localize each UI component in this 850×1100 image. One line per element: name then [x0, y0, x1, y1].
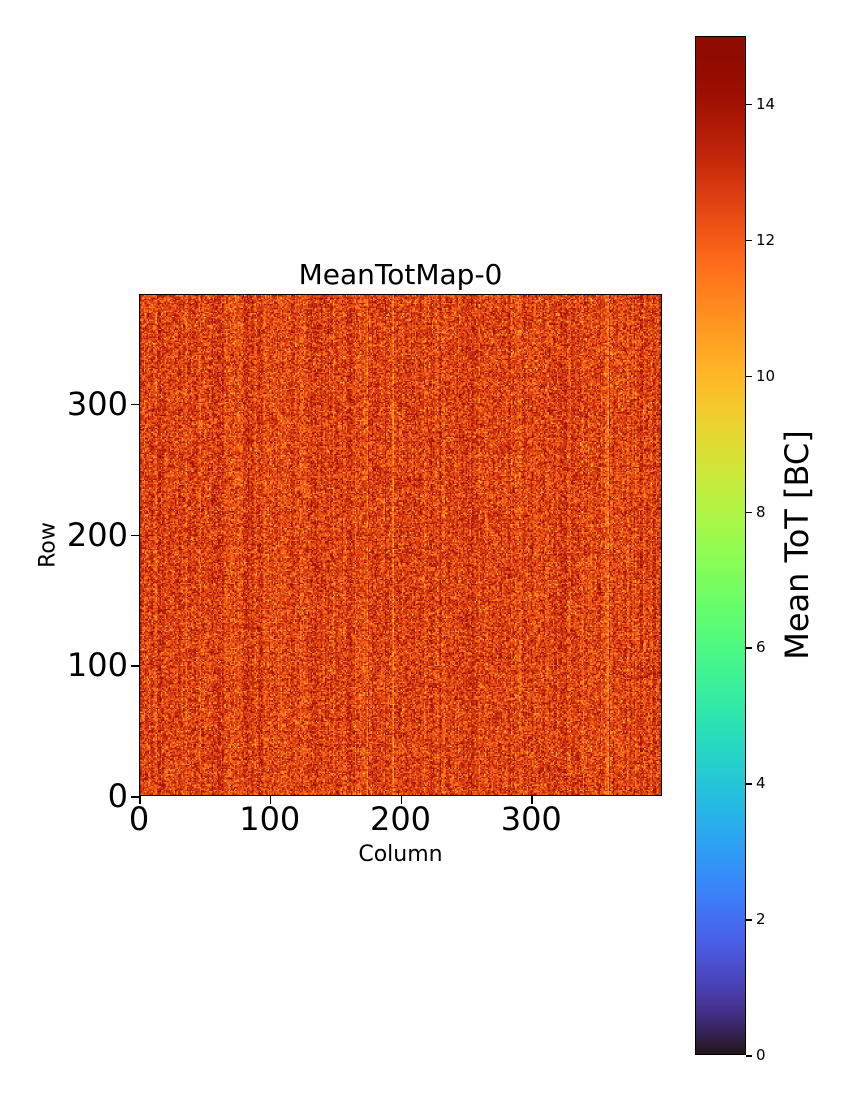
x-tick-label: 100 — [239, 800, 301, 838]
y-tick — [131, 665, 139, 667]
y-tick-label: 300 — [66, 384, 128, 423]
x-tick — [400, 796, 402, 804]
colorbar-tick — [746, 1055, 752, 1057]
colorbar-tick-label: 4 — [756, 774, 766, 793]
colorbar-tick — [746, 783, 752, 785]
colorbar-tick-label: 6 — [756, 638, 766, 657]
y-tick — [131, 796, 139, 798]
x-tick — [531, 796, 533, 804]
y-tick-label: 100 — [66, 646, 128, 685]
x-tick-label: 200 — [369, 800, 432, 838]
colorbar-tick — [746, 511, 752, 514]
x-axis-label: Column — [358, 842, 443, 867]
colorbar-tick-label: 12 — [756, 230, 776, 249]
x-tick-label: 0 — [128, 800, 150, 838]
colorbar-tick — [746, 647, 752, 649]
colorbar — [695, 36, 746, 1055]
colorbar-tick — [746, 919, 752, 921]
colorbar-tick-label: 8 — [756, 502, 766, 521]
colorbar-tick — [746, 375, 752, 378]
heatmap-image — [139, 294, 662, 796]
colorbar-tick-label: 2 — [756, 910, 766, 929]
x-tick — [269, 796, 272, 804]
y-axis-label: Row — [35, 522, 61, 568]
colorbar-label: Mean ToT [BC] — [778, 430, 816, 660]
colorbar-tick-label: 10 — [756, 366, 776, 385]
y-tick — [131, 403, 139, 406]
y-tick-label: 200 — [66, 515, 128, 554]
chart-title: MeanTotMap-0 — [298, 258, 503, 291]
x-tick — [139, 796, 141, 804]
x-tick-label: 300 — [500, 800, 562, 838]
y-tick-label: 0 — [107, 777, 128, 815]
colorbar-tick-label: 0 — [756, 1046, 766, 1064]
colorbar-tick — [746, 103, 752, 106]
colorbar-tick — [746, 239, 752, 242]
colorbar-tick-label: 14 — [756, 94, 776, 113]
y-tick — [131, 534, 139, 537]
